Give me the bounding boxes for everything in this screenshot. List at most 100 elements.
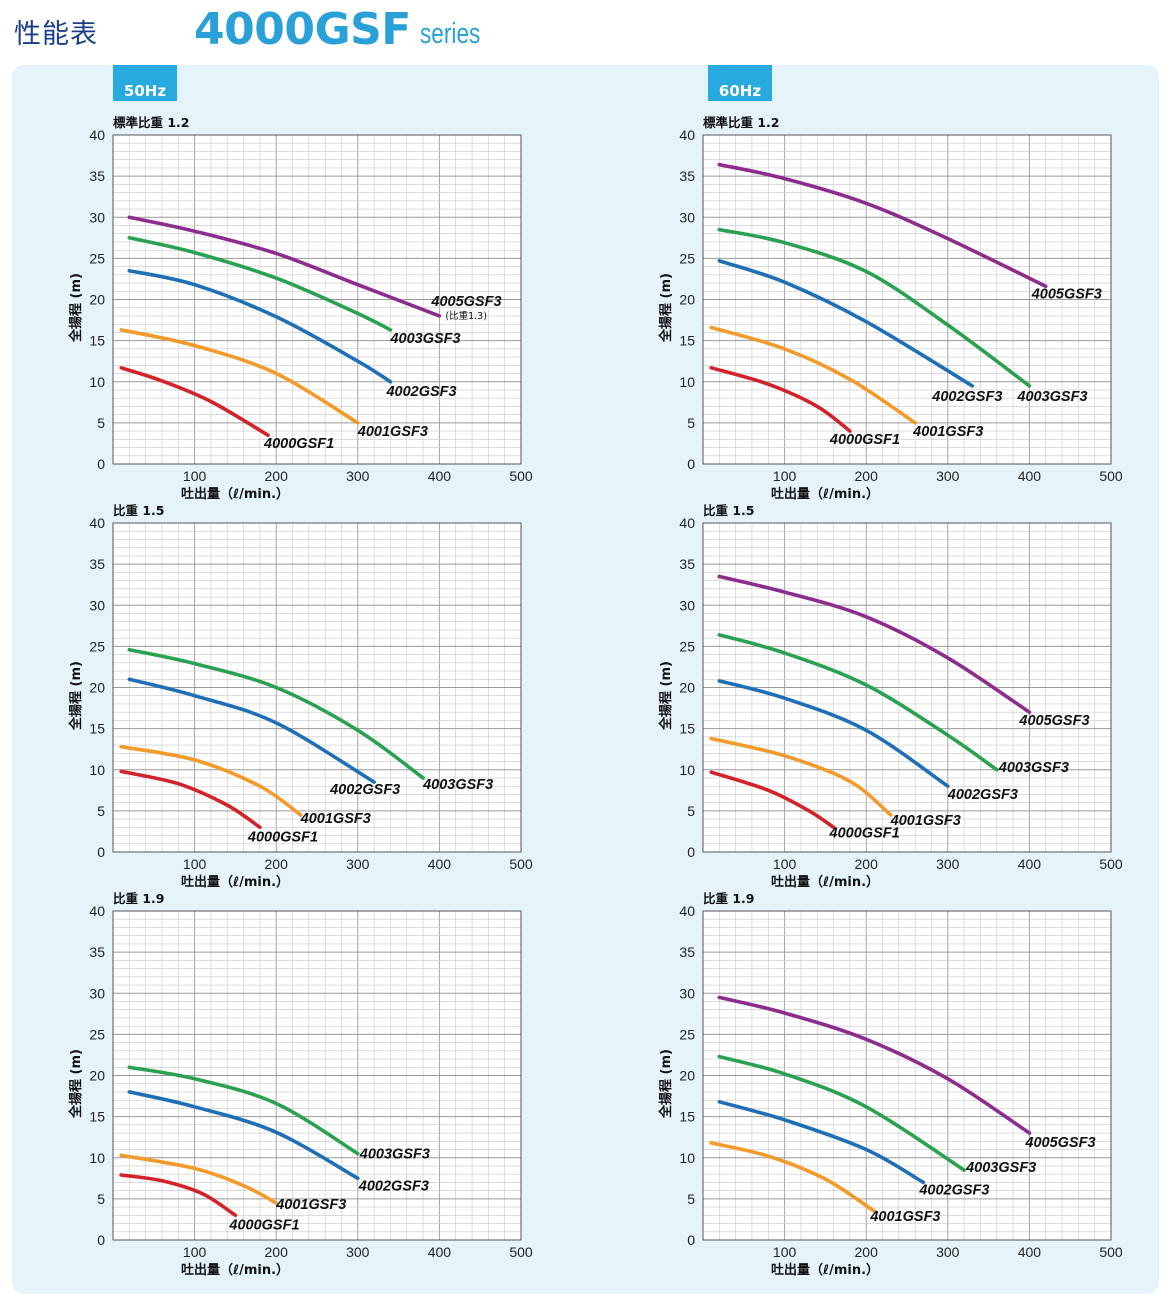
x-tick-label: 100 [773, 468, 797, 484]
y-tick-label: 35 [89, 168, 105, 184]
x-tick-label: 100 [773, 856, 797, 872]
series-label-4002gsf3: 4002GSF3 [918, 1182, 989, 1198]
y-axis-label: 全揚程 (m) [68, 273, 84, 343]
y-tick-label: 40 [679, 903, 695, 919]
series-label-4000gsf1: 4000GSF1 [829, 432, 900, 448]
y-tick-label: 10 [679, 762, 695, 778]
plot-border [112, 134, 522, 465]
series-line-4003gsf3 [127, 1065, 360, 1156]
series-line-4000gsf1 [709, 366, 852, 433]
series-label-4003gsf3: 4003GSF3 [389, 331, 460, 347]
x-tick-label: 300 [936, 856, 960, 872]
series-label-4001gsf3: 4001GSF3 [890, 813, 961, 829]
y-tick-label: 25 [679, 1026, 695, 1042]
y-tick-label: 0 [687, 1232, 695, 1248]
chart-subtitle: 標準比重 1.2 [113, 115, 190, 130]
x-tick-label: 300 [936, 1244, 960, 1260]
series-label-4002gsf3: 4002GSF3 [385, 384, 456, 400]
chart-50hz-sg19: 0 5 10 15 20 25 30 35 40 100 200 300 400 500 比重 1.9 吐出量… [68, 891, 533, 1278]
x-axis-label: 吐出量（ℓ/min.） [181, 1262, 289, 1278]
series-label-4005gsf3: 4005GSF3 [430, 294, 501, 310]
x-tick-label: 200 [855, 856, 879, 872]
series-label: series [420, 18, 481, 50]
series-label-4000gsf1: 4000GSF1 [829, 825, 900, 841]
y-tick-label: 10 [679, 374, 695, 390]
y-tick-label: 0 [97, 456, 105, 472]
y-tick-label: 30 [89, 597, 105, 613]
chart-subtitle: 標準比重 1.2 [703, 115, 780, 130]
y-tick-label: 15 [679, 1109, 695, 1125]
chart-60hz-sg15: 0 5 10 15 20 25 30 35 40 100 200 300 400 500 比重 1.5 吐出量… [658, 503, 1123, 890]
y-tick-label: 5 [687, 803, 695, 819]
chart-subtitle: 比重 1.9 [703, 891, 755, 906]
series-label-4005gsf3: 4005GSF3 [1031, 286, 1102, 302]
y-tick-label: 20 [89, 1068, 105, 1084]
y-tick-label: 25 [89, 250, 105, 266]
plot-border [112, 910, 522, 1241]
series-label-4003gsf3: 4003GSF3 [965, 1160, 1036, 1176]
series-label-4001gsf3: 4001GSF3 [300, 811, 371, 827]
series-label-4002gsf3: 4002GSF3 [358, 1178, 429, 1194]
x-tick-label: 100 [183, 468, 207, 484]
x-tick-label: 500 [1099, 856, 1123, 872]
y-tick-label: 15 [89, 333, 105, 349]
x-tick-label: 400 [428, 468, 452, 484]
plot-border [702, 522, 1112, 853]
y-tick-label: 15 [89, 721, 105, 737]
plot-border [112, 522, 522, 853]
y-tick-label: 20 [679, 292, 695, 308]
y-tick-label: 30 [679, 985, 695, 1001]
grid [702, 134, 1112, 465]
x-tick-label: 400 [1018, 1244, 1042, 1260]
series-label-4000gsf1: 4000GSF1 [228, 1217, 299, 1233]
series-label-4001gsf3: 4001GSF3 [912, 424, 983, 440]
y-tick-label: 40 [89, 903, 105, 919]
series-label-4005gsf3: 4005GSF3 [1024, 1135, 1095, 1151]
series-line-4002gsf3 [127, 1090, 360, 1181]
series-line-4002gsf3 [717, 1100, 926, 1185]
y-tick-label: 40 [89, 127, 105, 143]
y-tick-label: 30 [89, 209, 105, 225]
plot-border [702, 134, 1112, 465]
chart-60hz-sg12: 0 5 10 15 20 25 30 35 40 100 200 300 400 500 標準比重 1.2 吐… [658, 115, 1123, 502]
grid [702, 522, 1112, 853]
series-line-4002gsf3 [127, 268, 393, 384]
y-tick-label: 15 [89, 1109, 105, 1125]
y-tick-label: 5 [687, 415, 695, 431]
y-tick-label: 10 [89, 762, 105, 778]
y-axis-label: 全揚程 (m) [658, 273, 674, 343]
x-tick-label: 500 [509, 468, 533, 484]
series-line-4000gsf1 [709, 770, 836, 830]
y-tick-label: 30 [89, 985, 105, 1001]
x-tick-label: 100 [183, 1244, 207, 1260]
series-label-4005gsf3: 4005GSF3 [1018, 713, 1089, 729]
x-tick-label: 100 [183, 856, 207, 872]
x-tick-label: 200 [265, 856, 289, 872]
series-note: (比重1.3) [445, 310, 487, 322]
chart-50hz-sg15: 0 5 10 15 20 25 30 35 40 100 200 300 400 500 比重 1.5 吐出量… [68, 503, 533, 890]
series-label-4001gsf3: 4001GSF3 [869, 1209, 940, 1225]
series-line-4003gsf3 [127, 236, 393, 332]
y-tick-label: 0 [97, 844, 105, 860]
y-axis-label: 全揚程 (m) [658, 1049, 674, 1119]
series-label-4002gsf3: 4002GSF3 [931, 389, 1002, 405]
y-tick-label: 5 [97, 803, 105, 819]
y-tick-label: 20 [89, 680, 105, 696]
x-tick-label: 500 [509, 856, 533, 872]
freq-label: 50Hz [123, 82, 167, 100]
x-axis-label: 吐出量（ℓ/min.） [771, 1262, 879, 1278]
y-tick-label: 0 [687, 844, 695, 860]
series-line-4005gsf3 [717, 162, 1048, 289]
series-line-4002gsf3 [717, 259, 975, 388]
series-label-4003gsf3: 4003GSF3 [359, 1147, 430, 1163]
y-tick-label: 10 [89, 374, 105, 390]
x-tick-label: 400 [428, 1244, 452, 1260]
y-tick-label: 5 [97, 415, 105, 431]
x-tick-label: 300 [936, 468, 960, 484]
series-line-4001gsf3 [119, 744, 303, 817]
chart-subtitle: 比重 1.5 [113, 503, 165, 518]
y-tick-label: 25 [89, 1026, 105, 1042]
y-tick-label: 25 [679, 250, 695, 266]
freq-badge-50hz: 50Hz [113, 65, 177, 101]
x-tick-label: 400 [428, 856, 452, 872]
